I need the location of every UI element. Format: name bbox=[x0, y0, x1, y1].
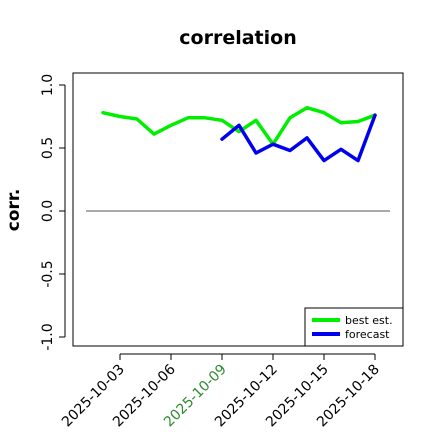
y-tick-label: -0.5 bbox=[40, 260, 56, 287]
y-tick-label: 1.0 bbox=[40, 74, 56, 96]
plot-frame bbox=[72, 72, 404, 347]
legend-box bbox=[304, 307, 404, 347]
legend-label-best-est: best est. bbox=[345, 314, 393, 327]
series-line-forecast bbox=[220, 113, 377, 163]
y-axis-label: corr. bbox=[4, 189, 24, 232]
legend: best est. forecast bbox=[304, 307, 404, 347]
y-tick-label: 0.5 bbox=[40, 137, 56, 159]
y-tick-label: 0.0 bbox=[40, 200, 56, 222]
y-axis: -1.0 -0.5 0.0 0.5 1.0 bbox=[40, 74, 66, 351]
chart-title: correlation bbox=[179, 27, 296, 49]
series-line-best-est bbox=[101, 105, 377, 146]
series-layer bbox=[101, 105, 377, 163]
legend-label-forecast: forecast bbox=[345, 328, 390, 341]
x-axis: 2025-10-032025-10-062025-10-092025-10-12… bbox=[59, 353, 383, 430]
y-tick-label: -1.0 bbox=[40, 323, 56, 350]
